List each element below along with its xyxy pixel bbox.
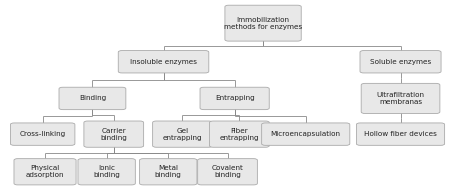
FancyBboxPatch shape xyxy=(118,51,209,73)
Text: Gel
entrapping: Gel entrapping xyxy=(163,128,202,141)
Text: Cross-linking: Cross-linking xyxy=(19,131,66,137)
FancyBboxPatch shape xyxy=(200,87,269,110)
FancyBboxPatch shape xyxy=(356,123,445,145)
FancyBboxPatch shape xyxy=(198,159,257,185)
FancyBboxPatch shape xyxy=(225,5,301,41)
Text: Ultrafiltration
membranas: Ultrafiltration membranas xyxy=(376,92,425,105)
Text: Fiber
entrapping: Fiber entrapping xyxy=(219,128,259,141)
FancyBboxPatch shape xyxy=(10,123,75,145)
Text: Metal
binding: Metal binding xyxy=(155,165,182,178)
Text: Covalent
binding: Covalent binding xyxy=(211,165,244,178)
Text: Physical
adsorption: Physical adsorption xyxy=(26,165,64,178)
FancyBboxPatch shape xyxy=(14,159,76,185)
Text: Immobilization
methods for enzymes: Immobilization methods for enzymes xyxy=(224,17,302,30)
Text: Soluble enzymes: Soluble enzymes xyxy=(370,59,431,65)
Text: Ionic
binding: Ionic binding xyxy=(93,165,120,178)
FancyBboxPatch shape xyxy=(139,159,197,185)
FancyBboxPatch shape xyxy=(59,87,126,110)
Text: Entrapping: Entrapping xyxy=(215,95,255,102)
Text: Insoluble enzymes: Insoluble enzymes xyxy=(130,59,197,65)
Text: Carrier
binding: Carrier binding xyxy=(100,128,127,141)
Text: Binding: Binding xyxy=(79,95,106,102)
FancyBboxPatch shape xyxy=(84,121,144,147)
Text: Microencapsulation: Microencapsulation xyxy=(271,131,341,137)
FancyBboxPatch shape xyxy=(360,51,441,73)
FancyBboxPatch shape xyxy=(262,123,350,145)
FancyBboxPatch shape xyxy=(153,121,212,147)
FancyBboxPatch shape xyxy=(78,159,136,185)
FancyBboxPatch shape xyxy=(361,83,440,113)
Text: Hollow fiber devices: Hollow fiber devices xyxy=(364,131,437,137)
FancyBboxPatch shape xyxy=(210,121,269,147)
